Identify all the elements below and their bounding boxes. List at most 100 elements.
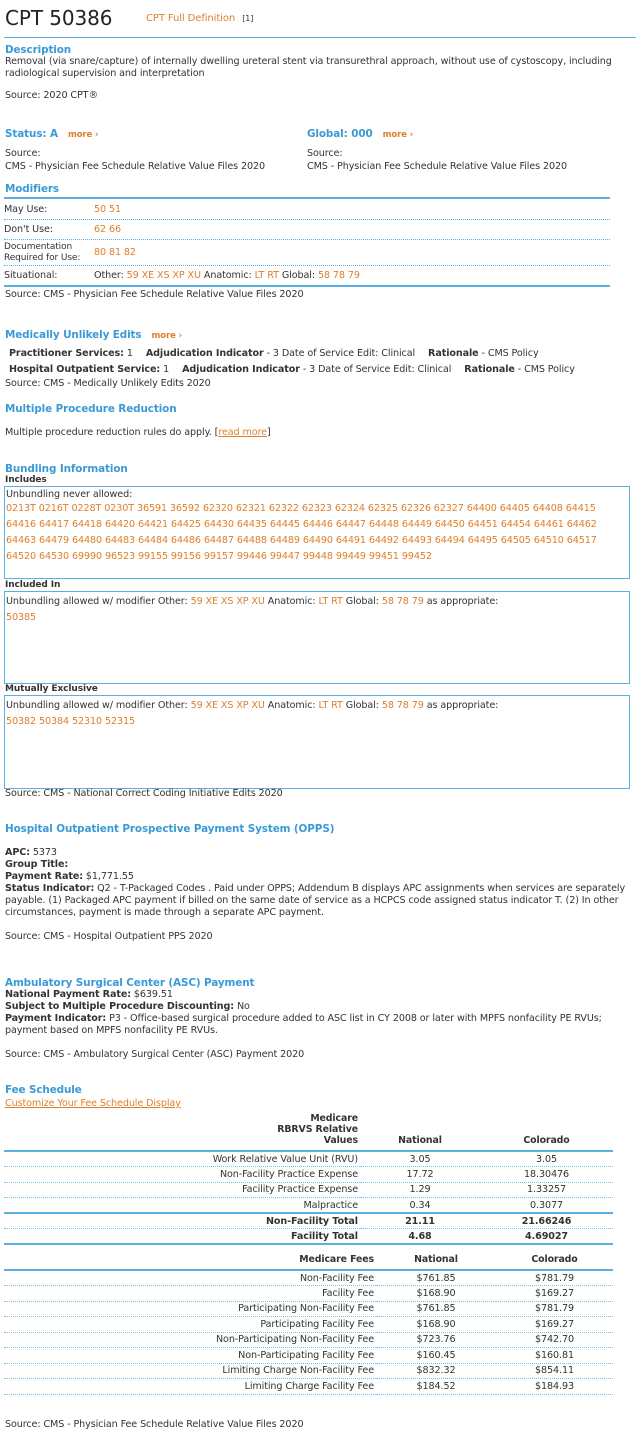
cpt-code-link[interactable]: 64454 xyxy=(500,519,531,530)
other-values[interactable]: 59 XE XS XP XU xyxy=(126,270,201,281)
customize-fee-schedule-link[interactable]: Customize Your Fee Schedule Display xyxy=(5,1098,181,1109)
mutually-exclusive-other[interactable]: 59 XE XS XP XU xyxy=(190,700,265,711)
cpt-code-link[interactable]: 64418 xyxy=(71,519,102,530)
cpt-code-link[interactable]: 64479 xyxy=(38,535,70,546)
cpt-code-link[interactable]: 64510 xyxy=(533,535,564,546)
cpt-code-link[interactable]: 96523 xyxy=(104,551,135,562)
cpt-code-link[interactable]: 0230T xyxy=(104,503,134,514)
cpt-code-link[interactable]: 64415 xyxy=(565,503,596,514)
included-in-anatomic[interactable]: LT RT xyxy=(318,596,343,607)
cpt-code-link[interactable]: 52310 xyxy=(71,716,102,727)
rationale-value: - CMS Policy xyxy=(517,364,575,375)
cpt-code-link[interactable]: 64400 xyxy=(466,503,497,514)
cpt-code-link[interactable]: 62322 xyxy=(268,503,299,514)
mutually-exclusive-global[interactable]: 58 78 79 xyxy=(381,700,424,711)
cpt-code-link[interactable]: 62325 xyxy=(367,503,398,514)
mue-more-link[interactable]: more › xyxy=(151,331,183,341)
cpt-code-link[interactable]: 64520 xyxy=(6,551,37,562)
may-use-values[interactable]: 50 51 xyxy=(94,204,121,215)
documentation-values[interactable]: 80 81 82 xyxy=(94,247,136,258)
cpt-code-link[interactable]: 52315 xyxy=(104,716,135,727)
table-cell: $781.79 xyxy=(496,1270,613,1286)
cpt-code-link[interactable]: 0213T xyxy=(6,503,36,514)
cpt-code-link[interactable]: 36591 xyxy=(136,503,167,514)
included-in-other[interactable]: 59 XE XS XP XU xyxy=(190,596,265,607)
cpt-code-link[interactable]: 64492 xyxy=(368,535,399,546)
cpt-code-link[interactable]: 69990 xyxy=(71,551,102,562)
cpt-code-link[interactable]: 64491 xyxy=(335,535,366,546)
cpt-code-link[interactable]: 64447 xyxy=(335,519,366,530)
cpt-code-link[interactable]: 64408 xyxy=(532,503,563,514)
cpt-code-link[interactable]: 64420 xyxy=(104,519,135,530)
cpt-code-link[interactable]: 64484 xyxy=(137,535,168,546)
cpt-code-link[interactable]: 64505 xyxy=(500,535,531,546)
cpt-code-link[interactable]: 64487 xyxy=(203,535,234,546)
cpt-code-link[interactable]: 36592 xyxy=(169,503,200,514)
cpt-code-link[interactable]: 64451 xyxy=(467,519,498,530)
cpt-code-link[interactable]: 64448 xyxy=(368,519,399,530)
cpt-code-link[interactable]: 99451 xyxy=(368,551,399,562)
cpt-code-link[interactable]: 64435 xyxy=(236,519,267,530)
cpt-code-link[interactable]: 99449 xyxy=(335,551,366,562)
cpt-code-link[interactable]: 64480 xyxy=(71,535,102,546)
cpt-code-link[interactable]: 62320 xyxy=(202,503,233,514)
cpt-code-link[interactable]: 62327 xyxy=(433,503,464,514)
cpt-code-link[interactable]: 64446 xyxy=(302,519,333,530)
cpt-code-link[interactable]: 0228T xyxy=(71,503,102,514)
cpt-code-link[interactable]: 50385 xyxy=(6,612,37,623)
cpt-code-link[interactable]: 64405 xyxy=(499,503,530,514)
cpt-code-link[interactable]: 62326 xyxy=(400,503,431,514)
cpt-code-link[interactable]: 64493 xyxy=(401,535,432,546)
cpt-code-link[interactable]: 99156 xyxy=(170,551,201,562)
cpt-code-link[interactable]: 64495 xyxy=(467,535,498,546)
cpt-code-link[interactable]: 64425 xyxy=(170,519,201,530)
cpt-code-link[interactable]: 99448 xyxy=(302,551,333,562)
cpt-code-link[interactable]: 62321 xyxy=(235,503,266,514)
cpt-code-link[interactable]: 99155 xyxy=(137,551,168,562)
cpt-code-link[interactable]: 99447 xyxy=(269,551,300,562)
cpt-code-link[interactable]: 64450 xyxy=(434,519,465,530)
discounting-label: Subject to Multiple Procedure Discountin… xyxy=(5,1001,235,1012)
cpt-code-link[interactable]: 64486 xyxy=(170,535,201,546)
cpt-code-link[interactable]: 99452 xyxy=(401,551,432,562)
dont-use-values[interactable]: 62 66 xyxy=(94,224,121,235)
cpt-code-link[interactable]: 64488 xyxy=(236,535,267,546)
modifier-row-documentation: Documentation Required for Use: 80 81 82 xyxy=(4,240,610,266)
anatomic-values[interactable]: LT RT xyxy=(254,270,279,281)
cpt-code-link[interactable]: 64430 xyxy=(203,519,234,530)
included-in-global[interactable]: 58 78 79 xyxy=(381,596,424,607)
table-cell: Non-Participating Facility Fee xyxy=(4,1347,376,1364)
cpt-code-link[interactable]: 64463 xyxy=(6,535,37,546)
cpt-code-link[interactable]: 64416 xyxy=(6,519,37,530)
table-cell: Non-Facility Practice Expense xyxy=(4,1166,360,1183)
cpt-code-link[interactable]: 62323 xyxy=(301,503,332,514)
cpt-code-link[interactable]: 64483 xyxy=(104,535,135,546)
cpt-code-link[interactable]: 64417 xyxy=(38,519,70,530)
cpt-code-link[interactable]: 99446 xyxy=(236,551,267,562)
opps-rate-label: Payment Rate: xyxy=(5,871,83,882)
cpt-code-link[interactable]: 64489 xyxy=(269,535,300,546)
status-more-link[interactable]: more › xyxy=(67,130,99,140)
global-values[interactable]: 58 78 79 xyxy=(317,270,360,281)
cpt-code-link[interactable]: 50382 xyxy=(6,716,37,727)
cpt-code-link[interactable]: 64490 xyxy=(302,535,333,546)
mutually-exclusive-anatomic[interactable]: LT RT xyxy=(318,700,343,711)
cpt-code-link[interactable]: 64461 xyxy=(533,519,564,530)
cpt-code-link[interactable]: 64530 xyxy=(38,551,70,562)
cpt-code-link[interactable]: 64445 xyxy=(269,519,300,530)
mue-value: 1 xyxy=(126,348,133,359)
cpt-code-link[interactable]: 64494 xyxy=(434,535,465,546)
cpt-code-link[interactable]: 64421 xyxy=(137,519,168,530)
cpt-code-link[interactable]: 50384 xyxy=(38,716,70,727)
table-cell: 18.30476 xyxy=(480,1166,613,1183)
cpt-full-definition-link[interactable]: CPT Full Definition xyxy=(146,13,236,24)
read-more-link[interactable]: read more xyxy=(218,427,267,438)
cpt-code-link[interactable]: 64462 xyxy=(566,519,597,530)
cpt-code-link[interactable]: 0216T xyxy=(38,503,69,514)
may-use-label: May Use: xyxy=(4,204,48,215)
cpt-code-link[interactable]: 64449 xyxy=(401,519,432,530)
cpt-code-link[interactable]: 99157 xyxy=(203,551,234,562)
global-more-link[interactable]: more › xyxy=(382,130,414,140)
cpt-code-link[interactable]: 62324 xyxy=(334,503,365,514)
cpt-code-link[interactable]: 64517 xyxy=(566,535,597,546)
